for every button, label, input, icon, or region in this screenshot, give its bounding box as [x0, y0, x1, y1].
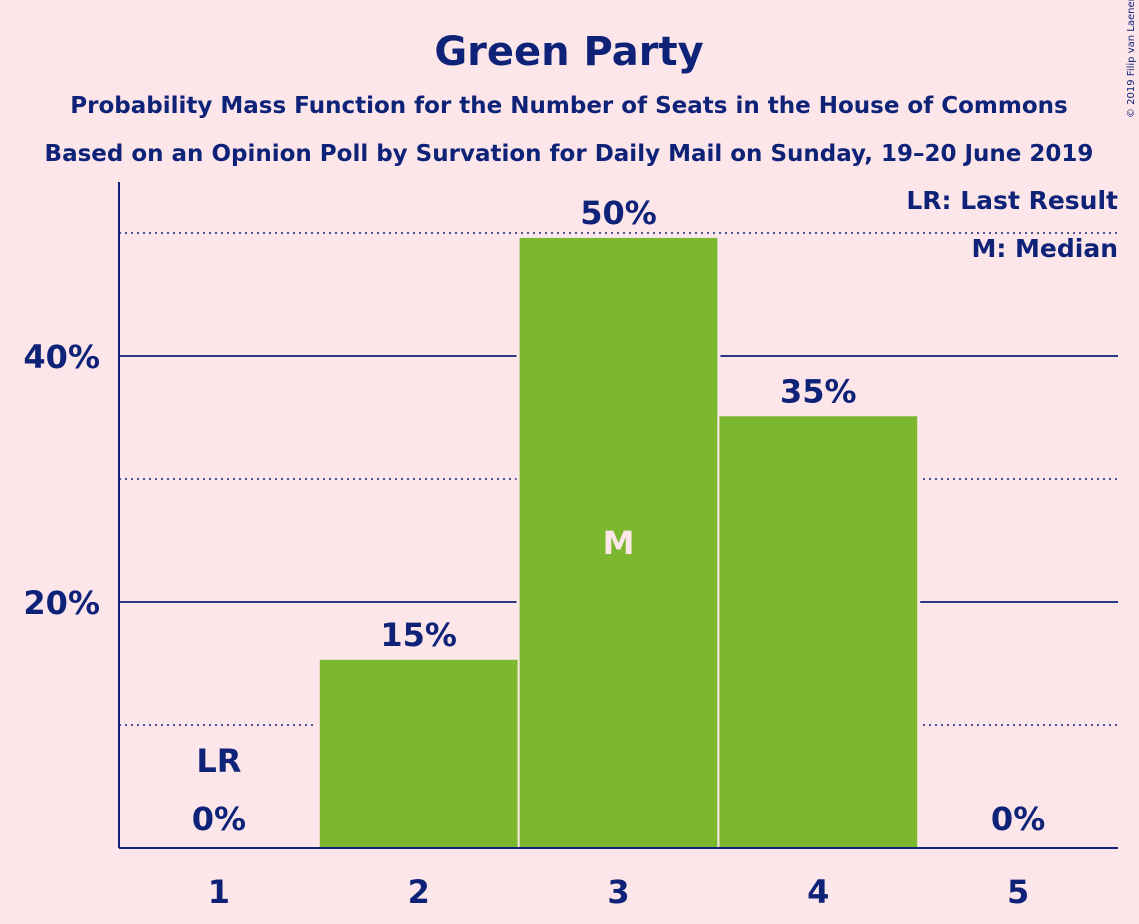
data-label: 0% — [192, 800, 246, 838]
chart-subtitle: Probability Mass Function for the Number… — [70, 93, 1067, 119]
legend-last-result: LR: Last Result — [906, 186, 1118, 215]
last-result-marker: LR — [196, 742, 241, 780]
bar — [319, 659, 518, 848]
x-tick-label: 4 — [807, 873, 829, 911]
y-tick-label: 20% — [23, 584, 100, 622]
chart-title: Green Party — [434, 29, 703, 75]
x-tick-label: 2 — [408, 873, 430, 911]
data-label: 15% — [380, 616, 457, 654]
y-tick-label: 40% — [23, 338, 100, 376]
bar — [519, 237, 718, 849]
bars — [316, 235, 921, 849]
data-label: 50% — [580, 194, 657, 232]
axes: 20% 40% 1 2 3 4 5 — [23, 182, 1118, 911]
median-marker: M — [603, 524, 635, 562]
chart-subtitle-poll: Based on an Opinion Poll by Survation fo… — [45, 141, 1094, 167]
copyright-notice: © 2019 Filip van Laenen — [1126, 0, 1137, 118]
bar — [719, 416, 918, 848]
x-tick-label: 3 — [607, 873, 629, 911]
x-tick-label: 5 — [1007, 873, 1029, 911]
legend-median: M: Median — [971, 234, 1118, 263]
data-label: 0% — [991, 800, 1045, 838]
data-label: 35% — [780, 372, 857, 410]
x-tick-label: 1 — [208, 873, 230, 911]
data-labels: 0% 15% 50% 35% 0% LR M — [192, 194, 1046, 838]
